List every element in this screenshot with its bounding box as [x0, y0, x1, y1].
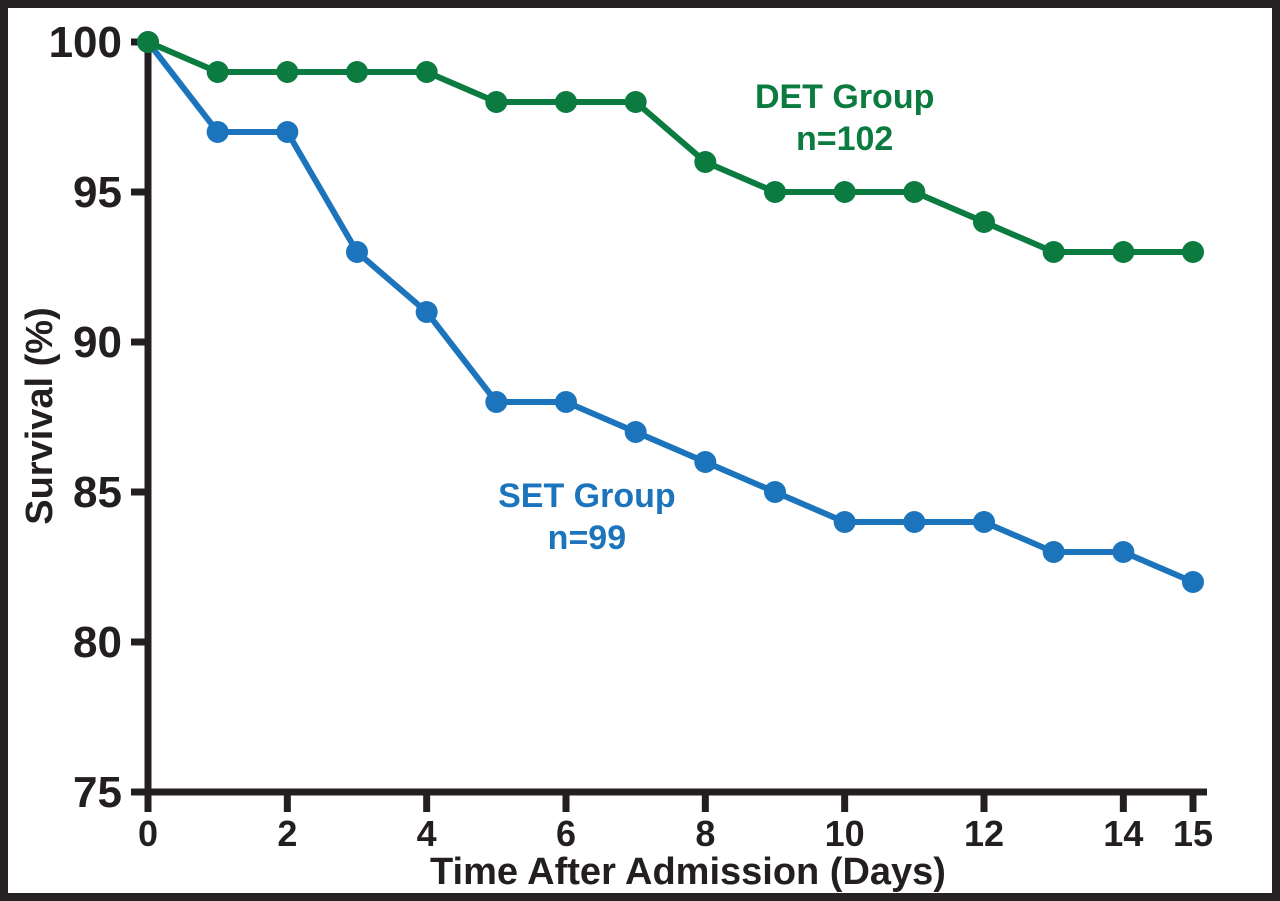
det-group-marker	[624, 91, 647, 113]
det-group-marker	[415, 61, 438, 83]
det-group-marker	[555, 91, 577, 113]
det-group-marker	[833, 181, 856, 203]
y-tick-label: 95	[73, 168, 122, 217]
set-group-marker	[555, 391, 577, 413]
set-group-marker	[624, 421, 647, 443]
set-group-marker	[276, 121, 299, 143]
det-group-marker	[1112, 241, 1135, 263]
x-tick-label: 14	[1103, 813, 1143, 854]
set-group-annotation: n=99	[548, 519, 626, 557]
set-group-marker	[973, 511, 995, 533]
set-group-marker	[833, 511, 856, 533]
det-group-marker	[764, 181, 786, 203]
set-group-line	[145, 40, 1195, 585]
det-group-marker	[276, 61, 299, 83]
det-group-annotation: DET Group	[755, 78, 934, 116]
y-tick-label: 90	[73, 318, 122, 367]
y-axis-title: Survival (%)	[19, 307, 61, 525]
x-tick-label: 6	[556, 813, 576, 854]
det-group-marker	[346, 61, 368, 83]
x-tick-label: 2	[277, 813, 297, 854]
set-group-marker	[694, 451, 717, 473]
det-group-marker	[206, 61, 229, 83]
det-group-marker	[973, 211, 995, 233]
x-tick-label: 10	[825, 813, 865, 854]
y-tick-label: 80	[73, 618, 122, 667]
set-group-marker	[206, 121, 229, 143]
set-group-annotation: SET Group	[498, 477, 676, 515]
set-group-marker	[764, 481, 786, 503]
y-tick-label: 100	[49, 18, 122, 67]
set-group-marker	[903, 511, 926, 533]
det-group-marker	[1182, 241, 1204, 263]
det-group-marker	[1042, 241, 1065, 263]
det-group-marker	[485, 91, 508, 113]
det-group-marker	[694, 151, 717, 173]
set-group-marker	[1112, 541, 1135, 563]
set-group-marker	[1042, 541, 1065, 563]
x-tick-label: 4	[417, 813, 437, 854]
x-tick-label: 15	[1173, 813, 1213, 854]
det-group-annotation: n=102	[796, 120, 893, 158]
set-group-marker	[485, 391, 508, 413]
y-tick-label: 75	[73, 768, 122, 817]
det-group-line	[146, 39, 1193, 255]
set-group-marker	[346, 241, 368, 263]
x-axis-title: Time After Admission (Days)	[430, 851, 946, 893]
det-group-marker	[903, 181, 926, 203]
det-group-marker	[137, 31, 159, 53]
y-tick-label: 85	[73, 468, 122, 517]
x-tick-label: 12	[964, 813, 1004, 854]
set-group-marker	[1182, 571, 1204, 593]
x-tick-label: 0	[138, 813, 158, 854]
survival-chart: 0 2 4 6 8 10 12 14 15 75 80 85 90 95 100 Time After Adm…	[19, 18, 1213, 893]
set-group-marker	[415, 301, 438, 323]
x-tick-label: 8	[695, 813, 715, 854]
